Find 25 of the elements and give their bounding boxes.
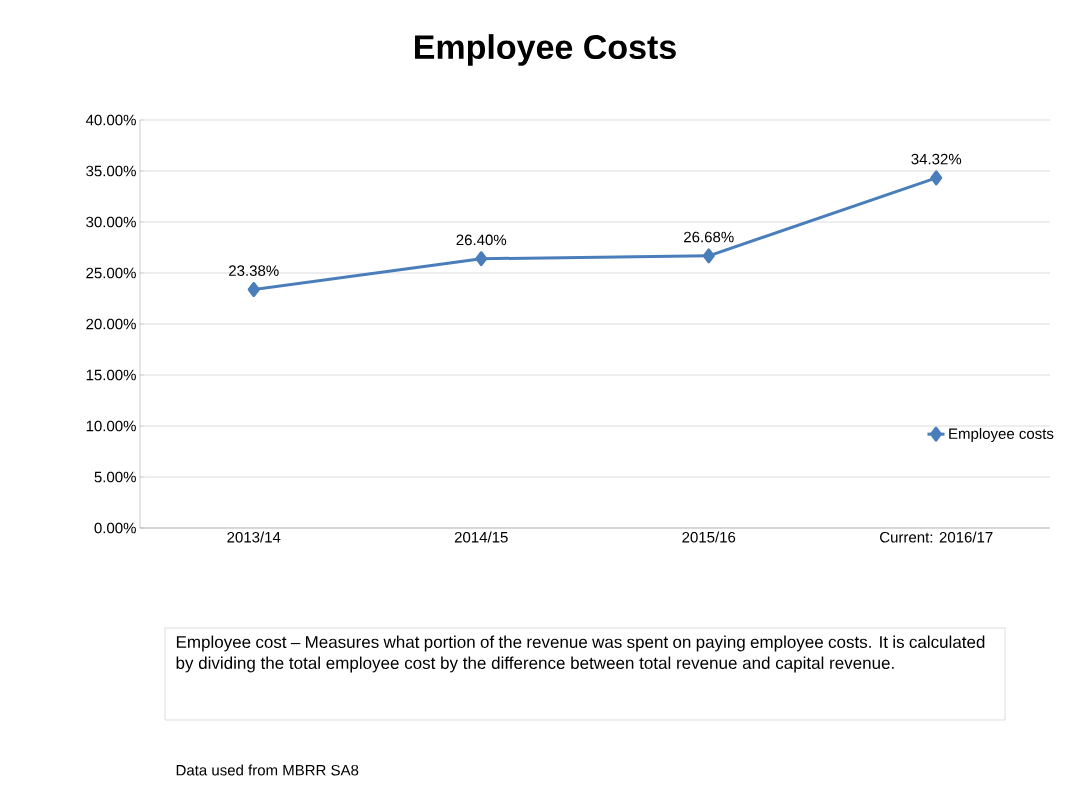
point bbox=[702, 248, 715, 264]
y-tick-label: 25.00% bbox=[86, 267, 136, 279]
point bbox=[930, 170, 943, 186]
y-tick-label: 15.00% bbox=[86, 369, 136, 381]
data-label: 26.68% bbox=[684, 231, 734, 243]
point bbox=[475, 251, 488, 267]
data-label: 34.32% bbox=[911, 153, 962, 165]
text: Data used from MBRR SA8 bbox=[176, 764, 359, 776]
text: Employee cost – Measures what portion of the revenue was spent on paying employee costs. It is calculated by dividing the total employee cost by the difference between total revenue and capital revenue. bbox=[176, 635, 985, 673]
legend-label: Employee costs bbox=[949, 427, 1054, 442]
x-tick-label: 2015/16 bbox=[682, 531, 736, 543]
y-tick-label: 0.00% bbox=[94, 522, 136, 534]
y-tick-label: 30.00% bbox=[86, 216, 136, 228]
y-tick-label: 10.00% bbox=[86, 420, 136, 432]
y-tick-label: 5.00% bbox=[94, 471, 136, 483]
y-tick-label: 40.00% bbox=[85, 114, 136, 126]
y-tick-label: 35.00% bbox=[86, 165, 136, 177]
chart-title: Employee Costs bbox=[415, 34, 676, 66]
data-label: 26.40% bbox=[456, 234, 507, 246]
y-tick-label: 20.00% bbox=[86, 318, 136, 330]
x-tick-label: Current: 2016/17 bbox=[880, 531, 993, 543]
x-tick-label: 2014/15 bbox=[454, 531, 508, 543]
x-tick-label: 2013/14 bbox=[227, 531, 281, 543]
data-label: 23.38% bbox=[229, 265, 279, 276]
point bbox=[247, 282, 260, 298]
